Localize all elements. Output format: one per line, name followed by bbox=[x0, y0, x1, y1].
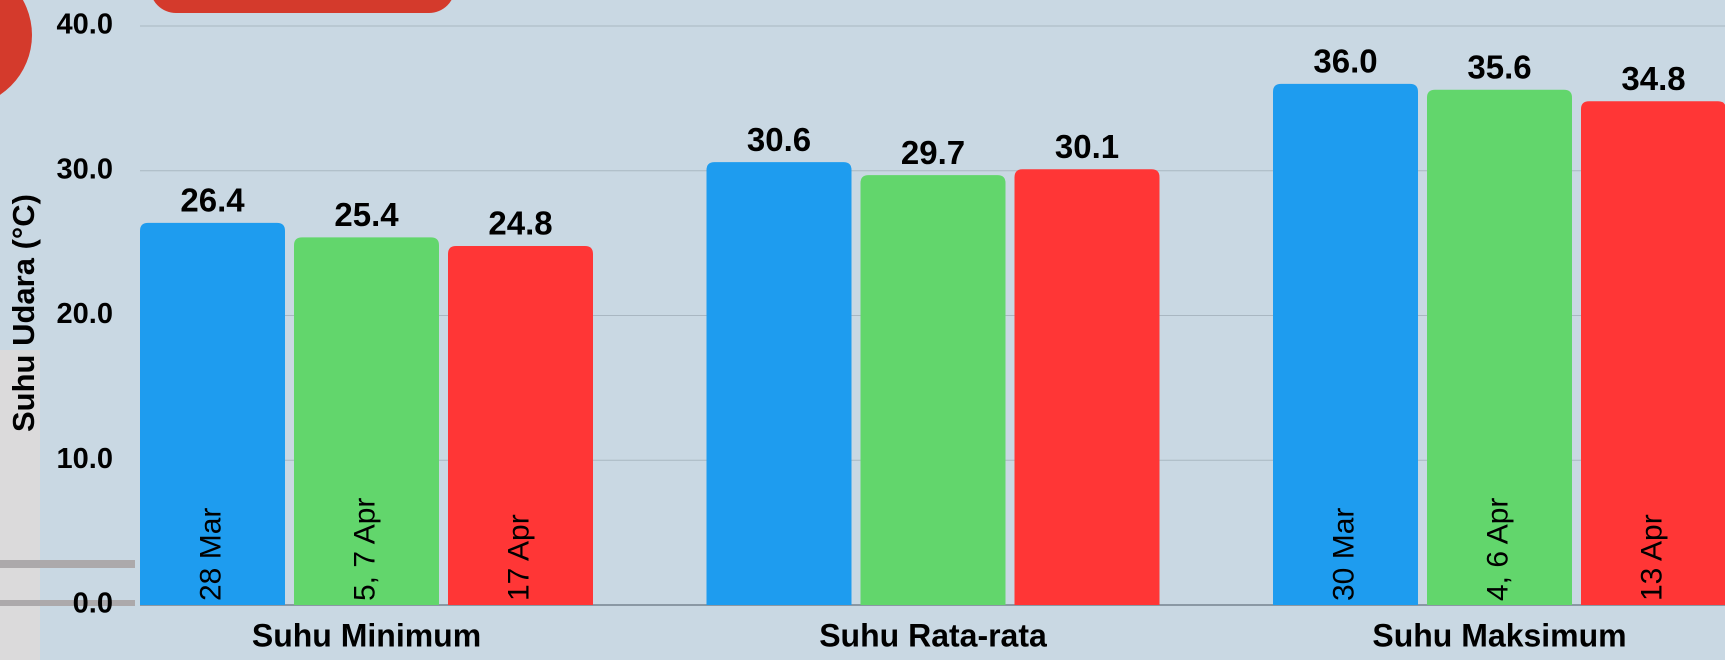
value-label: 34.8 bbox=[1621, 60, 1685, 97]
y-tick-label: 10.0 bbox=[57, 443, 113, 475]
bar bbox=[706, 162, 852, 605]
bar bbox=[294, 237, 439, 605]
value-label: 29.7 bbox=[901, 134, 965, 171]
value-label: 30.1 bbox=[1055, 128, 1119, 165]
value-label: 24.8 bbox=[488, 205, 552, 242]
y-tick-label: 30.0 bbox=[57, 153, 113, 185]
y-tick-label: 0.0 bbox=[73, 588, 113, 620]
y-tick-label: 20.0 bbox=[57, 298, 113, 330]
bar-annotation: 17 Apr bbox=[502, 514, 535, 601]
y-axis-title: Suhu Udara (°C) bbox=[6, 194, 41, 432]
bar bbox=[140, 222, 285, 606]
value-label: 26.4 bbox=[180, 182, 245, 219]
bar bbox=[1581, 101, 1725, 605]
decor-banner bbox=[153, 0, 452, 13]
bar-annotation: 13 Apr bbox=[1635, 514, 1668, 601]
x-tick-label: Suhu Minimum bbox=[252, 617, 481, 653]
y-tick-label: 40.0 bbox=[57, 9, 113, 41]
value-label: 25.4 bbox=[334, 196, 399, 233]
bar bbox=[1273, 83, 1418, 605]
value-label: 36.0 bbox=[1313, 43, 1377, 80]
bar bbox=[448, 246, 593, 605]
x-tick-label: Suhu Maksimum bbox=[1372, 617, 1626, 653]
decor-lighthouse bbox=[0, 350, 135, 660]
bar-annotation: 5, 7 Apr bbox=[348, 498, 381, 601]
bar bbox=[1014, 169, 1160, 606]
bar-annotation: 30 Mar bbox=[1327, 508, 1360, 601]
value-label: 35.6 bbox=[1467, 48, 1531, 85]
value-label: 30.6 bbox=[747, 121, 811, 158]
bar bbox=[860, 175, 1006, 605]
x-tick-label: Suhu Rata-rata bbox=[819, 617, 1047, 653]
bar-annotation: 4, 6 Apr bbox=[1481, 498, 1514, 601]
decor-circle bbox=[0, 0, 32, 95]
bar bbox=[1427, 89, 1572, 605]
bar-annotation: 28 Mar bbox=[194, 508, 227, 601]
